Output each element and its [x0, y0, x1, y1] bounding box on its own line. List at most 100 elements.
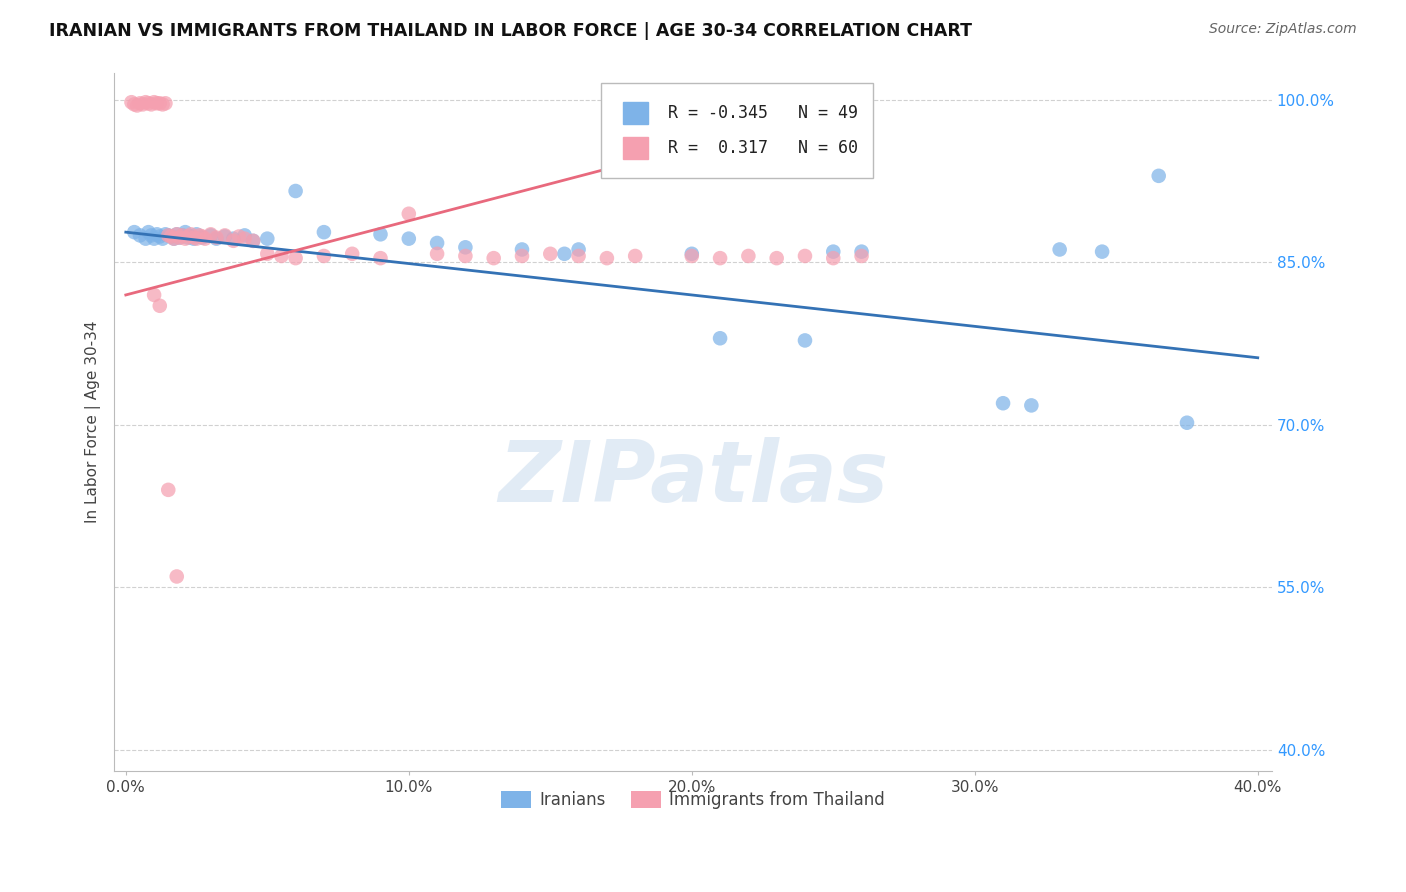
Point	[143, 95, 166, 110]
Point	[851, 249, 873, 263]
Point	[191, 230, 214, 244]
Point	[370, 251, 392, 265]
Point	[135, 95, 157, 110]
Point	[681, 247, 703, 261]
Point	[553, 247, 575, 261]
Point	[270, 249, 292, 263]
Point	[152, 97, 174, 112]
Point	[454, 240, 477, 254]
Point	[510, 249, 533, 263]
Point	[681, 249, 703, 263]
FancyBboxPatch shape	[623, 136, 648, 159]
Point	[160, 229, 183, 244]
Point	[1147, 169, 1170, 183]
Point	[398, 232, 420, 246]
Point	[568, 243, 591, 257]
Point	[312, 249, 335, 263]
Point	[177, 230, 200, 244]
Point	[186, 227, 208, 242]
Point	[129, 96, 152, 111]
Point	[155, 96, 177, 111]
Point	[340, 247, 363, 261]
Point	[163, 232, 186, 246]
Point	[426, 247, 449, 261]
Point	[851, 244, 873, 259]
Point	[312, 225, 335, 239]
Point	[233, 228, 256, 243]
Point	[169, 230, 191, 244]
Point	[233, 232, 256, 246]
Point	[991, 396, 1014, 410]
Point	[166, 569, 188, 583]
Text: IRANIAN VS IMMIGRANTS FROM THAILAND IN LABOR FORCE | AGE 30-34 CORRELATION CHART: IRANIAN VS IMMIGRANTS FROM THAILAND IN L…	[49, 22, 972, 40]
Point	[132, 97, 155, 112]
Point	[709, 331, 731, 345]
Point	[284, 251, 307, 265]
Point	[228, 229, 250, 244]
Point	[794, 249, 817, 263]
Point	[205, 230, 228, 244]
FancyBboxPatch shape	[623, 102, 648, 124]
Point	[200, 228, 222, 243]
Point	[242, 234, 264, 248]
Y-axis label: In Labor Force | Age 30-34: In Labor Force | Age 30-34	[86, 321, 101, 524]
Point	[370, 227, 392, 242]
Point	[454, 249, 477, 263]
Point	[222, 234, 245, 248]
Point	[1021, 398, 1043, 412]
Point	[214, 229, 236, 244]
Point	[222, 232, 245, 246]
Point	[157, 228, 180, 243]
Point	[169, 230, 191, 244]
Point	[157, 483, 180, 497]
Point	[121, 95, 143, 110]
Point	[794, 334, 817, 348]
Text: ZIPatlas: ZIPatlas	[498, 436, 889, 519]
Point	[149, 299, 172, 313]
Point	[149, 96, 172, 111]
Point	[172, 228, 194, 243]
Point	[129, 228, 152, 243]
Point	[482, 251, 505, 265]
Text: R = -0.345   N = 49: R = -0.345 N = 49	[668, 103, 858, 122]
Point	[194, 232, 217, 246]
Point	[214, 228, 236, 243]
Text: Source: ZipAtlas.com: Source: ZipAtlas.com	[1209, 22, 1357, 37]
Point	[538, 247, 561, 261]
Point	[146, 96, 169, 111]
Point	[152, 232, 174, 246]
Point	[177, 229, 200, 244]
Point	[823, 244, 845, 259]
Point	[510, 243, 533, 257]
Point	[160, 229, 183, 244]
Point	[200, 227, 222, 242]
Point	[138, 225, 160, 239]
Point	[149, 229, 172, 244]
Point	[155, 227, 177, 242]
Point	[1175, 416, 1198, 430]
Text: R =  0.317   N = 60: R = 0.317 N = 60	[668, 139, 858, 157]
FancyBboxPatch shape	[600, 84, 873, 178]
Point	[180, 229, 202, 244]
Point	[426, 235, 449, 250]
Point	[709, 251, 731, 265]
Point	[188, 228, 211, 243]
Point	[191, 229, 214, 244]
Point	[143, 288, 166, 302]
Point	[1091, 244, 1114, 259]
Point	[127, 98, 149, 112]
Legend: Iranians, Immigrants from Thailand: Iranians, Immigrants from Thailand	[495, 784, 891, 815]
Point	[146, 227, 169, 242]
Point	[172, 228, 194, 243]
Point	[180, 227, 202, 242]
Point	[143, 232, 166, 246]
Point	[183, 230, 205, 244]
Point	[624, 249, 647, 263]
Point	[186, 232, 208, 246]
Point	[284, 184, 307, 198]
Point	[166, 227, 188, 242]
Point	[765, 251, 787, 265]
Point	[242, 234, 264, 248]
Point	[141, 97, 163, 112]
Point	[823, 251, 845, 265]
